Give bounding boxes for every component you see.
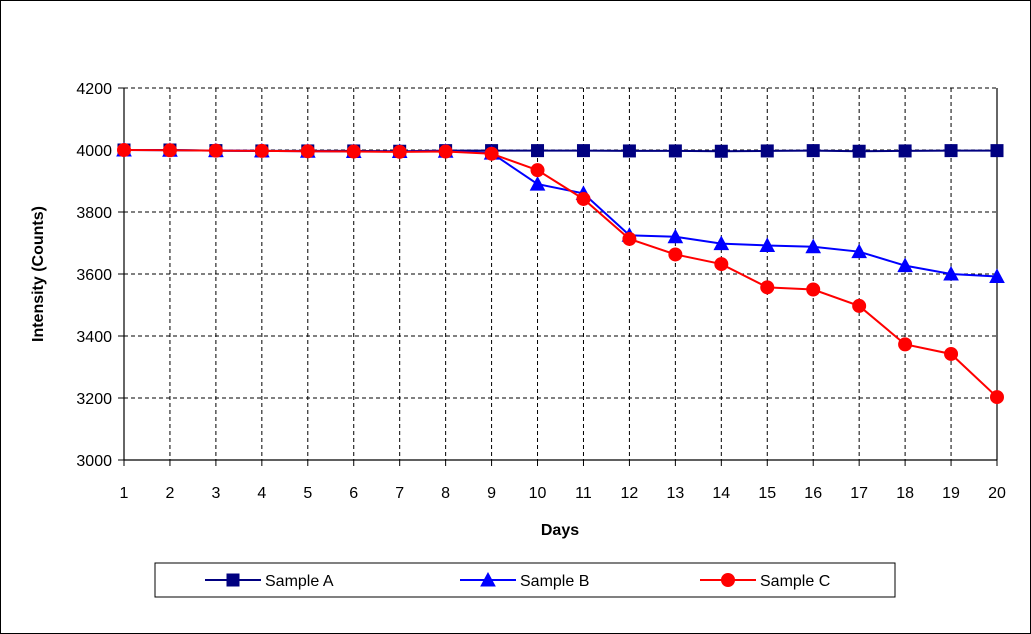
- x-tick-label: 13: [666, 485, 684, 502]
- data-point-sample-c: [162, 143, 177, 158]
- y-tick-label: 3400: [76, 329, 112, 346]
- x-tick-label: 5: [303, 485, 312, 502]
- legend-box: [154, 562, 896, 598]
- data-point-sample-a: [990, 144, 1004, 158]
- y-tick-label: 3200: [76, 391, 112, 408]
- legend-entry-sample-b: Sample B: [460, 571, 589, 590]
- y-axis-title: Intensity (Counts): [30, 206, 47, 342]
- data-point-sample-c: [760, 280, 775, 295]
- legend: Sample A Sample B Sample C: [154, 562, 896, 598]
- y-tick-label: 4000: [76, 143, 112, 160]
- data-point-sample-c: [530, 163, 545, 178]
- x-axis-title: Days: [541, 522, 579, 539]
- data-point-sample-c: [852, 298, 867, 313]
- data-point-sample-c: [898, 337, 913, 352]
- data-point-sample-a: [668, 144, 682, 158]
- data-point-sample-c: [622, 231, 637, 246]
- x-tick-label: 9: [487, 485, 496, 502]
- x-tick-label: 1: [120, 485, 129, 502]
- x-tick-label: 17: [850, 485, 868, 502]
- data-point-sample-a: [944, 144, 958, 158]
- x-tick-label: 8: [441, 485, 450, 502]
- legend-marker-sample-b: [480, 571, 496, 587]
- legend-marker-sample-a: [226, 573, 240, 587]
- y-tick-label: 3600: [76, 267, 112, 284]
- data-point-sample-c: [438, 144, 453, 159]
- data-point-sample-b: [989, 268, 1005, 283]
- legend-marker-sample-c: [721, 573, 735, 587]
- data-point-sample-a: [898, 144, 912, 158]
- x-tick-label: 4: [257, 485, 266, 502]
- data-point-sample-a: [714, 144, 728, 158]
- data-point-sample-a: [576, 144, 590, 158]
- data-point-sample-a: [806, 144, 820, 158]
- data-point-sample-a: [622, 144, 636, 158]
- x-tick-label: 6: [349, 485, 358, 502]
- data-point-sample-c: [254, 143, 269, 158]
- data-point-sample-b: [713, 235, 730, 251]
- x-tick-label: 3: [211, 485, 220, 502]
- data-point-sample-c: [668, 247, 683, 262]
- data-point-sample-b: [851, 243, 867, 259]
- data-point-sample-c: [392, 144, 407, 159]
- y-tick-label: 4200: [76, 81, 112, 98]
- data-point-sample-b: [759, 237, 776, 252]
- legend-entry-sample-a: Sample A: [205, 573, 334, 590]
- x-tick-label: 10: [529, 485, 547, 502]
- x-tick-label: 14: [712, 485, 730, 502]
- data-point-sample-c: [346, 144, 361, 159]
- x-tick-label: 2: [165, 485, 174, 502]
- series-line-sample-c: [123, 149, 998, 398]
- data-point-sample-c: [208, 143, 223, 158]
- data-point-sample-c: [990, 390, 1004, 405]
- y-tick-label: 3000: [76, 453, 112, 470]
- x-tick-label: 16: [804, 485, 822, 502]
- data-point-sample-b: [943, 265, 959, 281]
- data-point-sample-a: [760, 144, 774, 158]
- data-point-sample-c: [484, 146, 499, 161]
- x-tick-label: 20: [988, 485, 1006, 502]
- data-point-sample-c: [806, 282, 821, 297]
- legend-label-sample-b: Sample B: [520, 573, 589, 590]
- data-point-sample-c: [117, 143, 131, 157]
- data-point-sample-b: [897, 257, 913, 273]
- x-tick-label: 19: [942, 485, 960, 502]
- x-tick-label: 12: [621, 485, 639, 502]
- data-point-sample-a: [852, 144, 866, 158]
- x-tick-label: 7: [395, 485, 404, 502]
- x-tick-label: 18: [896, 485, 914, 502]
- data-point-sample-c: [576, 191, 591, 206]
- legend-entry-sample-c: Sample C: [700, 573, 830, 590]
- x-tick-label: 11: [575, 485, 592, 502]
- data-point-sample-c: [944, 346, 959, 361]
- legend-label-sample-a: Sample A: [265, 573, 334, 590]
- data-point-sample-c: [300, 144, 315, 159]
- y-tick-label: 3800: [76, 205, 112, 222]
- x-tick-label: 15: [758, 485, 776, 502]
- data-point-sample-b: [667, 228, 684, 244]
- data-point-sample-c: [714, 257, 729, 272]
- data-point-sample-b: [805, 238, 822, 254]
- legend-label-sample-c: Sample C: [760, 573, 830, 590]
- data-point-sample-b: [529, 176, 546, 191]
- series-sample-c: [117, 143, 1004, 405]
- data-point-sample-a: [531, 144, 545, 158]
